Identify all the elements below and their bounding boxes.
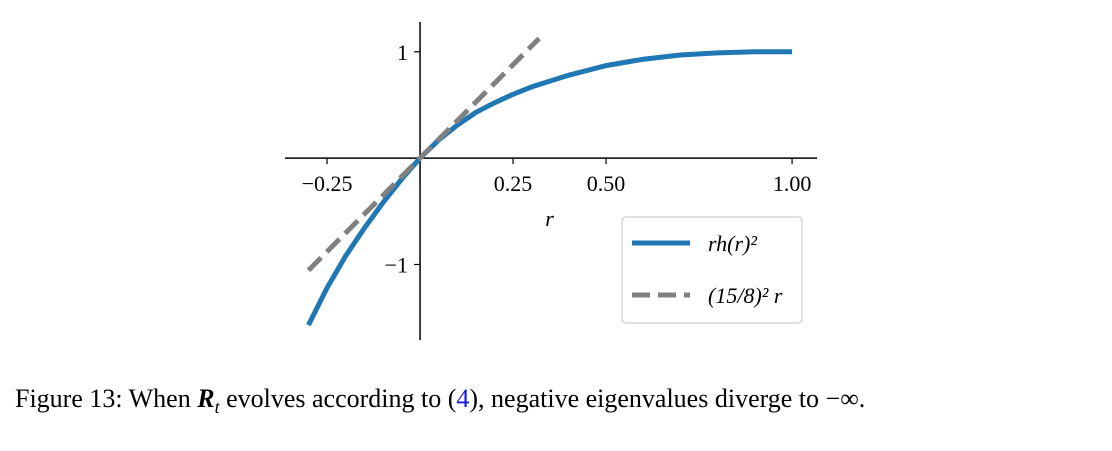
caption-prefix: Figure 13: When — [15, 384, 197, 413]
legend-label: rh(r)² — [708, 231, 757, 256]
caption: Figure 13: When Rt evolves according to … — [15, 384, 865, 417]
legend: rh(r)² (15/8)² r — [621, 216, 803, 324]
series-line — [306, 36, 541, 273]
y-tick-label: 1 — [397, 40, 408, 65]
x-tick-label: −0.25 — [302, 171, 353, 196]
x-tick-label: 0.25 — [494, 171, 533, 196]
x-tick-label: 0.50 — [587, 171, 626, 196]
caption-symbol: R — [196, 384, 214, 413]
legend-label: (15/8)² r — [708, 283, 783, 308]
x-tick-label: 1.00 — [773, 171, 812, 196]
caption-suffix: ), negative eigenvalues diverge to −∞. — [469, 384, 865, 413]
caption-ref[interactable]: 4 — [456, 384, 469, 413]
caption-middle: evolves according to ( — [220, 384, 457, 413]
x-axis-label: r — [545, 206, 554, 231]
series-line — [306, 49, 793, 327]
y-tick-label: −1 — [385, 252, 408, 277]
caption-sub: t — [215, 397, 221, 417]
